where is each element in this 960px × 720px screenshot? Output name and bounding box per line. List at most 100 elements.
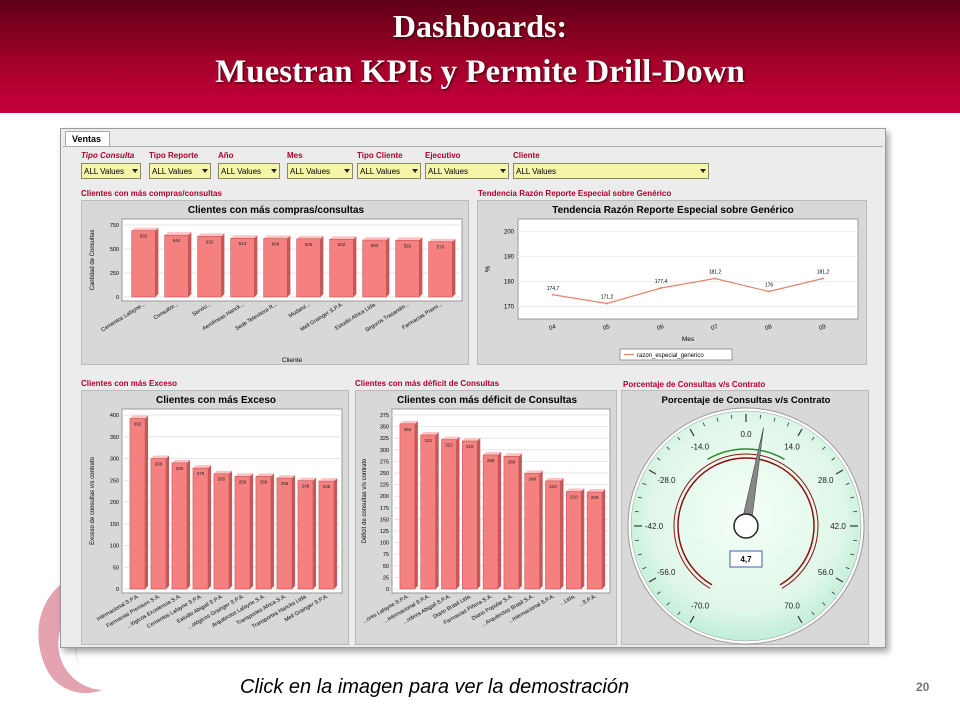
data-point <box>552 293 554 296</box>
filter-tipo-consulta[interactable]: Tipo Consulta ALL Values <box>81 151 141 179</box>
chart-panel-exceso[interactable]: Clientes con más Exceso 0 50 100 150 200 250 30… <box>81 390 349 645</box>
gauge-tick <box>797 615 803 624</box>
filter-select[interactable]: ALL Values <box>218 163 280 179</box>
chevron-down-icon[interactable] <box>344 169 350 173</box>
gauge-tick <box>666 602 670 606</box>
filter-mes[interactable]: Mes ALL Values <box>287 151 353 179</box>
filter-tipo-cliente[interactable]: Tipo Cliente ALL Values <box>357 151 421 179</box>
gauge-tick <box>811 436 815 441</box>
chevron-down-icon[interactable] <box>500 169 506 173</box>
bar-top <box>483 451 502 455</box>
bar-top <box>395 237 423 241</box>
x-tick-label: Cementos Lafayne... <box>100 301 147 333</box>
filter-ano[interactable]: Año ALL Values <box>218 151 280 179</box>
gauge-tick <box>689 428 695 437</box>
chart-tendencia[interactable]: Tendencia Razón Reporte Especial sobre G… <box>478 201 868 366</box>
bar <box>131 230 156 298</box>
gauge-tick <box>634 539 639 542</box>
bar-top <box>462 437 481 441</box>
x-tick-label: 06 <box>656 324 665 332</box>
filter-tipo-reporte[interactable]: Tipo Reporte ALL Values <box>149 151 211 179</box>
chart-gauge[interactable]: Porcentaje de Consultas v/s Contrato -70.… <box>622 391 870 646</box>
data-label: 171,2 <box>601 295 614 301</box>
gauge-tick <box>786 422 790 427</box>
gauge-tick <box>637 496 642 499</box>
data-label: 209 <box>591 495 599 500</box>
filter-cliente[interactable]: Cliente ALL Values <box>513 151 709 179</box>
data-label: 290 <box>176 466 184 471</box>
gauge-tick <box>702 422 706 427</box>
bar-side <box>271 473 275 589</box>
data-label: 322 <box>445 443 453 448</box>
data-label: 278 <box>197 471 205 476</box>
y-axis-label: % <box>485 266 492 272</box>
bar-side <box>188 232 192 297</box>
filter-select[interactable]: ALL Values <box>513 163 709 179</box>
data-label: 233 <box>549 484 557 489</box>
gauge-tick <box>835 577 844 583</box>
bar-top <box>197 233 225 237</box>
gauge-tick <box>656 591 661 595</box>
bar <box>192 467 209 590</box>
chart-panel-porcentaje[interactable]: Porcentaje de Consultas v/s Contrato -70.… <box>621 390 869 645</box>
page-number: 20 <box>916 680 930 694</box>
filter-value: ALL Values <box>360 167 401 176</box>
chart-compras[interactable]: Clientes con más compras/consultas 0 250 50… <box>82 201 470 366</box>
data-label: 174,7 <box>547 286 560 292</box>
chart-panel-tendencia[interactable]: Tendencia Razón Reporte Especial sobre G… <box>477 200 867 365</box>
gauge-tick <box>642 566 647 570</box>
slide-title-line2: Muestran KPIs y Permite Drill-Down <box>215 54 745 90</box>
bar <box>150 458 167 590</box>
gauge-tick-label: 70.0 <box>784 602 800 611</box>
filter-select[interactable]: ALL Values <box>149 163 211 179</box>
bar <box>129 418 146 590</box>
y-tick-label: 350 <box>380 425 389 431</box>
bar <box>276 477 293 590</box>
tab-ventas[interactable]: Ventas <box>65 131 111 147</box>
chevron-down-icon[interactable] <box>412 169 418 173</box>
bar-side <box>560 477 564 589</box>
gauge-value-label: 4,7 <box>740 555 752 564</box>
filter-ejecutivo[interactable]: Ejecutivo ALL Values <box>425 151 509 179</box>
chart-panel-deficit[interactable]: Clientes con más déficit de Consultas 0 25… <box>355 390 617 645</box>
chart-deficit[interactable]: Clientes con más déficit de Consultas 0 25… <box>356 391 618 646</box>
tab-divider <box>63 146 883 147</box>
bar <box>296 238 321 298</box>
chart-title: Porcentaje de Consultas v/s Contrato <box>662 395 831 406</box>
data-label: 644 <box>173 238 181 243</box>
filter-select[interactable]: ALL Values <box>357 163 421 179</box>
chevron-down-icon[interactable] <box>132 169 138 173</box>
gauge-tick <box>656 457 661 461</box>
chevron-down-icon[interactable] <box>271 169 277 173</box>
bar <box>171 462 188 590</box>
chevron-down-icon[interactable] <box>700 169 706 173</box>
data-label: 692 <box>140 234 148 239</box>
filter-select[interactable]: ALL Values <box>81 163 141 179</box>
bar-top <box>131 227 159 231</box>
bar-side <box>145 415 149 589</box>
legend-label: razon_especial_generico <box>637 353 704 359</box>
demo-link-caption[interactable]: Click en la imagen para ver la demostrac… <box>240 676 630 698</box>
x-tick-label: 05 <box>602 324 611 332</box>
gauge-tick <box>648 469 657 475</box>
data-label: 265 <box>218 477 226 482</box>
y-tick-label: 190 <box>504 255 515 261</box>
bar-side <box>539 470 543 589</box>
filter-select[interactable]: ALL Values <box>287 163 353 179</box>
x-axis-label: Mes <box>682 336 695 343</box>
data-label: 319 <box>466 444 474 449</box>
gauge-tick <box>811 611 815 616</box>
bar-top <box>587 489 606 493</box>
gauge-tick <box>850 553 855 556</box>
data-label: 606 <box>305 242 313 247</box>
dashboard-screenshot[interactable]: Ventas Tipo Consulta ALL Values Tipo Rep… <box>60 128 886 648</box>
bar-side <box>518 453 522 589</box>
chart-exceso[interactable]: Clientes con más Exceso 0 50 100 150 200 250 30… <box>82 391 350 646</box>
filter-value: ALL Values <box>152 167 193 176</box>
bar <box>263 238 288 298</box>
chevron-down-icon[interactable] <box>202 169 208 173</box>
chart-panel-compras[interactable]: Clientes con más compras/consultas 0 250 50… <box>81 200 469 365</box>
filter-select[interactable]: ALL Values <box>425 163 509 179</box>
bar-top <box>234 473 254 477</box>
y-tick-label: 100 <box>110 544 119 550</box>
